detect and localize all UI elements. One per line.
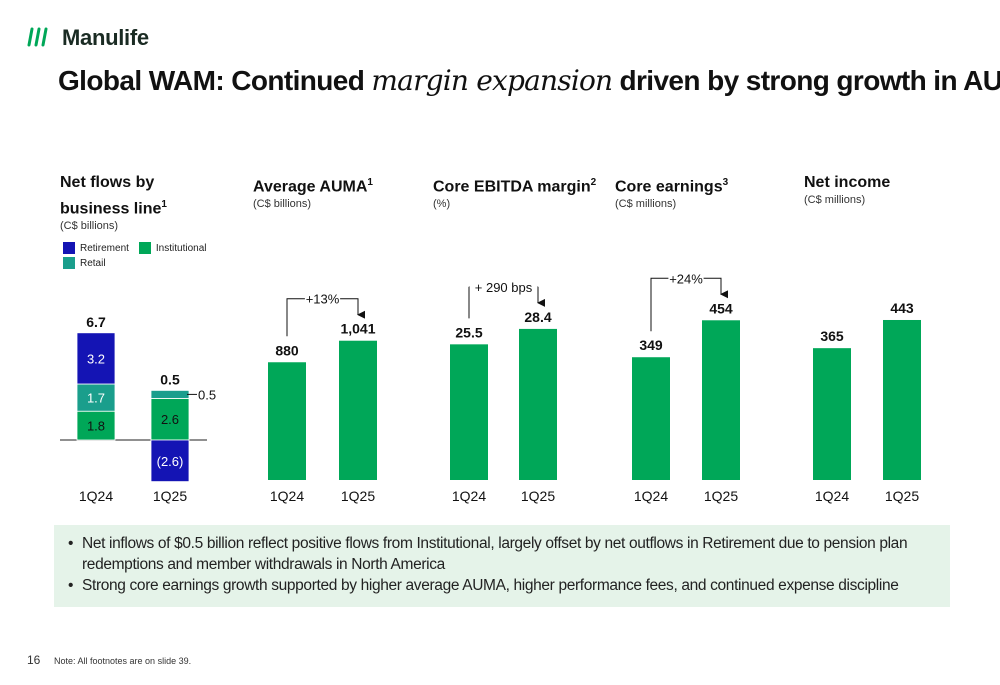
panel-unit: (C$ millions)	[804, 194, 866, 206]
x-tick-label: 1Q24	[815, 488, 849, 504]
manulife-logo-icon	[27, 27, 48, 47]
panel-core-earnings-header: Core earnings3 (C$ millions)	[615, 172, 728, 210]
bar-segment-retirement	[150, 439, 190, 482]
bullet-item: Net inflows of $0.5 billion reflect posi…	[68, 533, 936, 575]
annotation-bracket-right	[340, 298, 365, 319]
bullet-item: Strong core earnings growth supported by…	[68, 575, 936, 596]
bar	[632, 357, 670, 480]
data-label: 1,041	[340, 321, 375, 337]
footnote: Note: All footnotes are on slide 39.	[54, 656, 192, 666]
key-takeaways-box: Net inflows of $0.5 billion reflect posi…	[54, 525, 950, 607]
bar	[339, 340, 377, 480]
bullet-list: Net inflows of $0.5 billion reflect posi…	[54, 525, 950, 596]
annotation-bracket-right	[703, 277, 728, 299]
bar	[702, 320, 740, 480]
legend-swatch	[63, 257, 75, 269]
x-tick-label: 1Q25	[704, 488, 738, 504]
data-label: 454	[709, 300, 733, 316]
panel-unit: (C$ millions)	[615, 198, 677, 211]
growth-annotation: +24%	[669, 271, 703, 286]
x-tick-label: 1Q25	[341, 488, 375, 504]
bar	[813, 348, 851, 480]
legend-item-institutional: Institutional	[138, 242, 207, 254]
panel-title: Net income	[804, 174, 891, 191]
title-part2: driven by strong growth in AUM	[612, 65, 1000, 96]
data-label: 3.2	[87, 351, 105, 366]
legend-swatch	[138, 242, 151, 254]
panel-ebitda-header: Core EBITDA margin2 (%)	[433, 172, 596, 210]
data-label: 443	[890, 300, 914, 316]
data-label: 25.5	[455, 324, 482, 340]
bar	[883, 319, 921, 480]
page-number: 16	[27, 653, 41, 667]
panel-unit: (C$ billions)	[60, 220, 119, 233]
panel-unit: (%)	[433, 198, 451, 211]
growth-annotation: + 290 bps	[475, 280, 533, 295]
x-tick-label: 1Q25	[153, 488, 187, 504]
brand-name: Manulife	[62, 25, 149, 50]
data-label: 880	[275, 342, 299, 358]
data-label: 2.6	[161, 412, 179, 427]
page-title: Global WAM: Continued margin expansion d…	[58, 64, 1000, 97]
panel-title: Core earnings3	[615, 177, 729, 196]
x-tick-label: 1Q25	[521, 488, 555, 504]
x-tick-label: 1Q24	[79, 488, 113, 504]
data-label: 1.8	[87, 419, 105, 434]
annotation-bracket-left	[286, 298, 305, 337]
panel-net-flows-header: Net flows by business line1 (C$ billions…	[60, 172, 167, 232]
data-label: 365	[820, 328, 844, 344]
panel-net-income-header: Net income (C$ millions)	[804, 172, 890, 206]
data-label: 349	[639, 337, 663, 353]
panel-title-line2: business line1	[60, 199, 167, 218]
bar-segment-retail	[150, 389, 190, 399]
data-label: 1.7	[87, 391, 105, 406]
bar-segment-retirement	[76, 332, 116, 385]
legend: Retirement Institutional Retail	[63, 242, 207, 269]
bar	[450, 344, 488, 480]
data-label: 28.4	[524, 309, 551, 325]
total-label: 0.5	[160, 371, 180, 387]
charts-canvas: 1.8 1.7 3.2 6.7 1Q24 2.6 0.5 (2.6) 0.5 1Q25 880 1Q2…	[60, 271, 921, 504]
legend-item-retirement: Retirement	[63, 242, 129, 254]
data-label: 0.5	[198, 387, 216, 402]
legend-swatch	[63, 242, 75, 254]
title-italic: margin expansion	[371, 64, 613, 97]
x-tick-label: 1Q24	[270, 488, 304, 504]
x-tick-label: 1Q25	[885, 488, 919, 504]
data-label: (2.6)	[157, 454, 184, 469]
panel-auma-header: Average AUMA1 (C$ billions)	[253, 172, 373, 210]
annotation-bracket-left	[650, 277, 669, 332]
title-part1: Global WAM: Continued	[58, 65, 372, 96]
legend-item-retail: Retail	[63, 257, 203, 269]
bar-segment-retail	[76, 383, 116, 412]
bar	[268, 362, 306, 480]
x-tick-label: 1Q24	[634, 488, 668, 504]
panel-title: Core EBITDA margin2	[433, 177, 597, 196]
bar	[519, 328, 557, 480]
panel-unit: (C$ billions)	[253, 198, 312, 211]
bar-segment-institutional	[76, 410, 116, 441]
growth-annotation: +13%	[306, 292, 340, 307]
panel-title: Average AUMA1	[253, 177, 373, 196]
panel-title: Net flows by	[60, 174, 155, 191]
total-label: 6.7	[86, 314, 106, 330]
x-tick-label: 1Q24	[452, 488, 486, 504]
